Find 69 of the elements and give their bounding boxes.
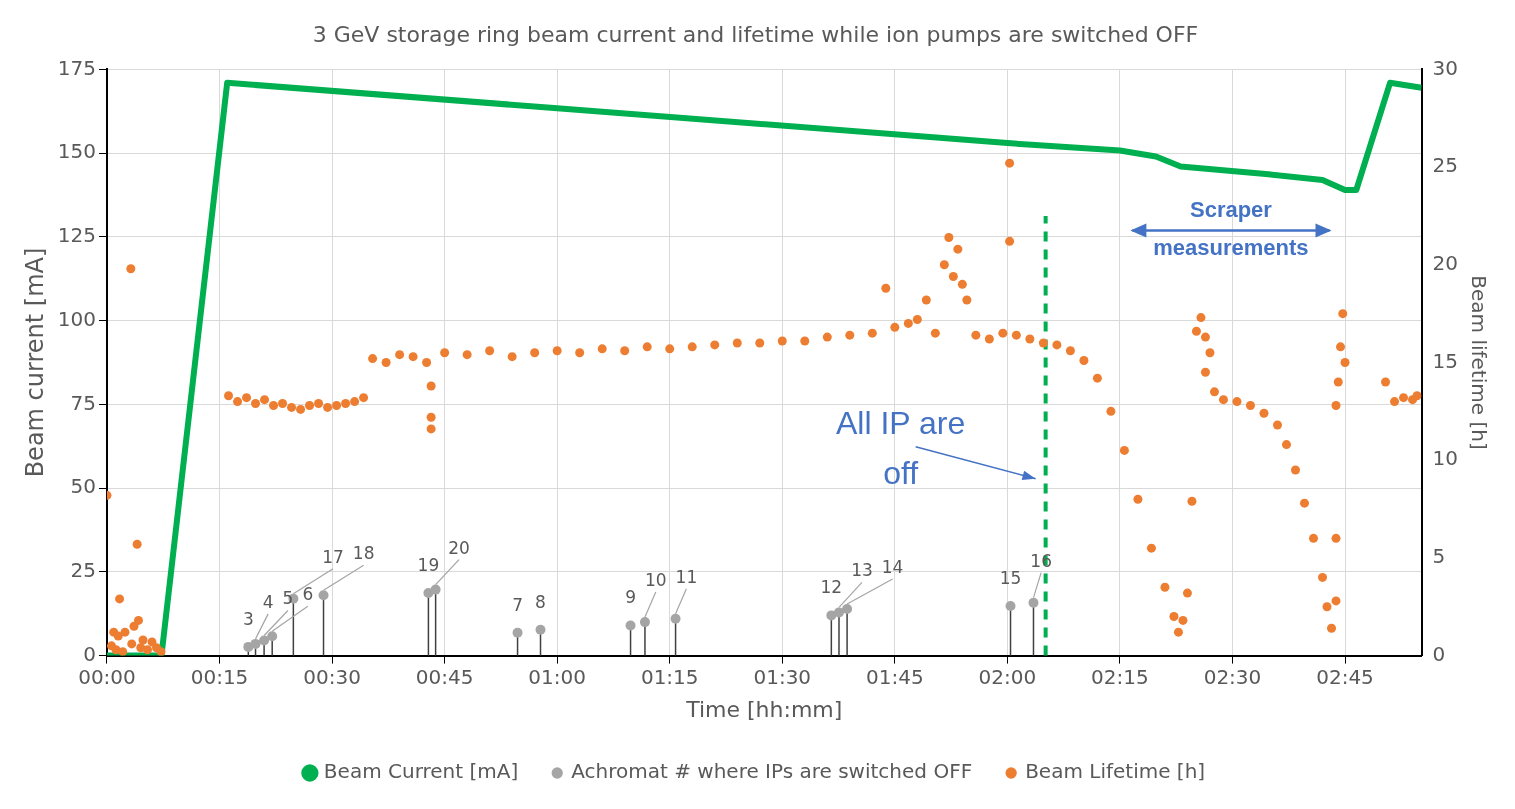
- legend-label: Achromat # where IPs are switched OFF: [571, 759, 973, 784]
- y-axis-title: Beam current [mA]: [20, 247, 49, 478]
- x-tick-label: 01:30: [753, 664, 812, 689]
- data-label: 6: [302, 584, 314, 605]
- point: [842, 604, 853, 615]
- x-tick-label: 00:15: [190, 664, 249, 689]
- data-label: 13: [851, 560, 873, 581]
- point: [430, 584, 441, 595]
- data-label: 14: [881, 556, 904, 577]
- y-tick-label: 150: [57, 139, 96, 164]
- point: [670, 613, 681, 624]
- y-tick-label: 125: [57, 223, 96, 248]
- legend-label: Beam Lifetime [h]: [1025, 759, 1206, 784]
- data-label: 9: [625, 587, 636, 608]
- point: [250, 638, 261, 649]
- y2-tick-label: 0: [1432, 641, 1446, 666]
- x-tick-label: 02:45: [1316, 664, 1374, 689]
- data-label: 18: [352, 543, 375, 564]
- point: [259, 635, 270, 646]
- legend-label: Beam Current [mA]: [323, 759, 519, 784]
- y-tick-label: 50: [70, 474, 96, 499]
- x-tick-label: 00:30: [303, 664, 361, 689]
- point: [1028, 597, 1039, 608]
- data-label: 8: [535, 591, 546, 612]
- y2-tick-label: 10: [1432, 446, 1458, 471]
- data-label: 7: [512, 594, 523, 615]
- point: [535, 624, 546, 635]
- y-tick-label: 175: [57, 55, 96, 80]
- data-label: 12: [820, 577, 843, 598]
- chart-title: 3 GeV storage ring beam current and lifetime while ion pumps are switched OFF: [312, 21, 1199, 47]
- point: [625, 620, 636, 631]
- point: [267, 631, 278, 642]
- y-tick-label: 75: [70, 390, 96, 415]
- y-tick-label: 0: [83, 641, 96, 666]
- point: [423, 587, 434, 598]
- y2-tick-label: 30: [1432, 55, 1458, 80]
- x-tick-label: 01:45: [866, 664, 924, 689]
- y-tick-label: 100: [57, 306, 96, 331]
- point: [243, 641, 254, 652]
- data-label: 5: [282, 588, 294, 609]
- y2-tick-label: 20: [1432, 251, 1458, 275]
- x-tick-label: 02:00: [978, 664, 1037, 689]
- x-tick-label: 00:00: [78, 664, 136, 689]
- point: [318, 590, 329, 601]
- x-tick-label: 01:15: [640, 664, 699, 689]
- data-label: 17: [322, 546, 344, 567]
- data-label: 15: [999, 567, 1022, 588]
- x-tick-label: 00:45: [415, 664, 474, 689]
- annotation: All IP are off: [836, 404, 966, 491]
- x-tick-label: 02:30: [1203, 664, 1262, 689]
- annotation: Scraper measurements: [1153, 196, 1309, 260]
- point: [512, 627, 523, 638]
- data-label: 19: [417, 554, 440, 575]
- y2-axis-title: Beam lifetime [h]: [1466, 275, 1491, 450]
- data-label: 20: [448, 537, 470, 558]
- point: [639, 617, 650, 628]
- y2-tick-label: 5: [1432, 544, 1446, 569]
- data-label: 11: [675, 566, 698, 587]
- y2-tick-label: 25: [1432, 153, 1458, 178]
- x-tick-label: 01:00: [528, 664, 586, 689]
- y-tick-label: 25: [70, 558, 96, 583]
- y2-tick-label: 15: [1432, 348, 1458, 373]
- x-axis-title: Time [hh:mm]: [685, 696, 843, 722]
- point: [1005, 601, 1016, 612]
- data-label: 3: [242, 608, 254, 629]
- data-label: 10: [644, 570, 667, 591]
- x-tick-label: 02:15: [1091, 664, 1149, 689]
- point: [834, 607, 844, 618]
- data-label: 4: [262, 591, 274, 612]
